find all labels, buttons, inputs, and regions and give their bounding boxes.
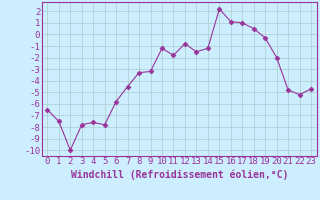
X-axis label: Windchill (Refroidissement éolien,°C): Windchill (Refroidissement éolien,°C) (70, 169, 288, 180)
